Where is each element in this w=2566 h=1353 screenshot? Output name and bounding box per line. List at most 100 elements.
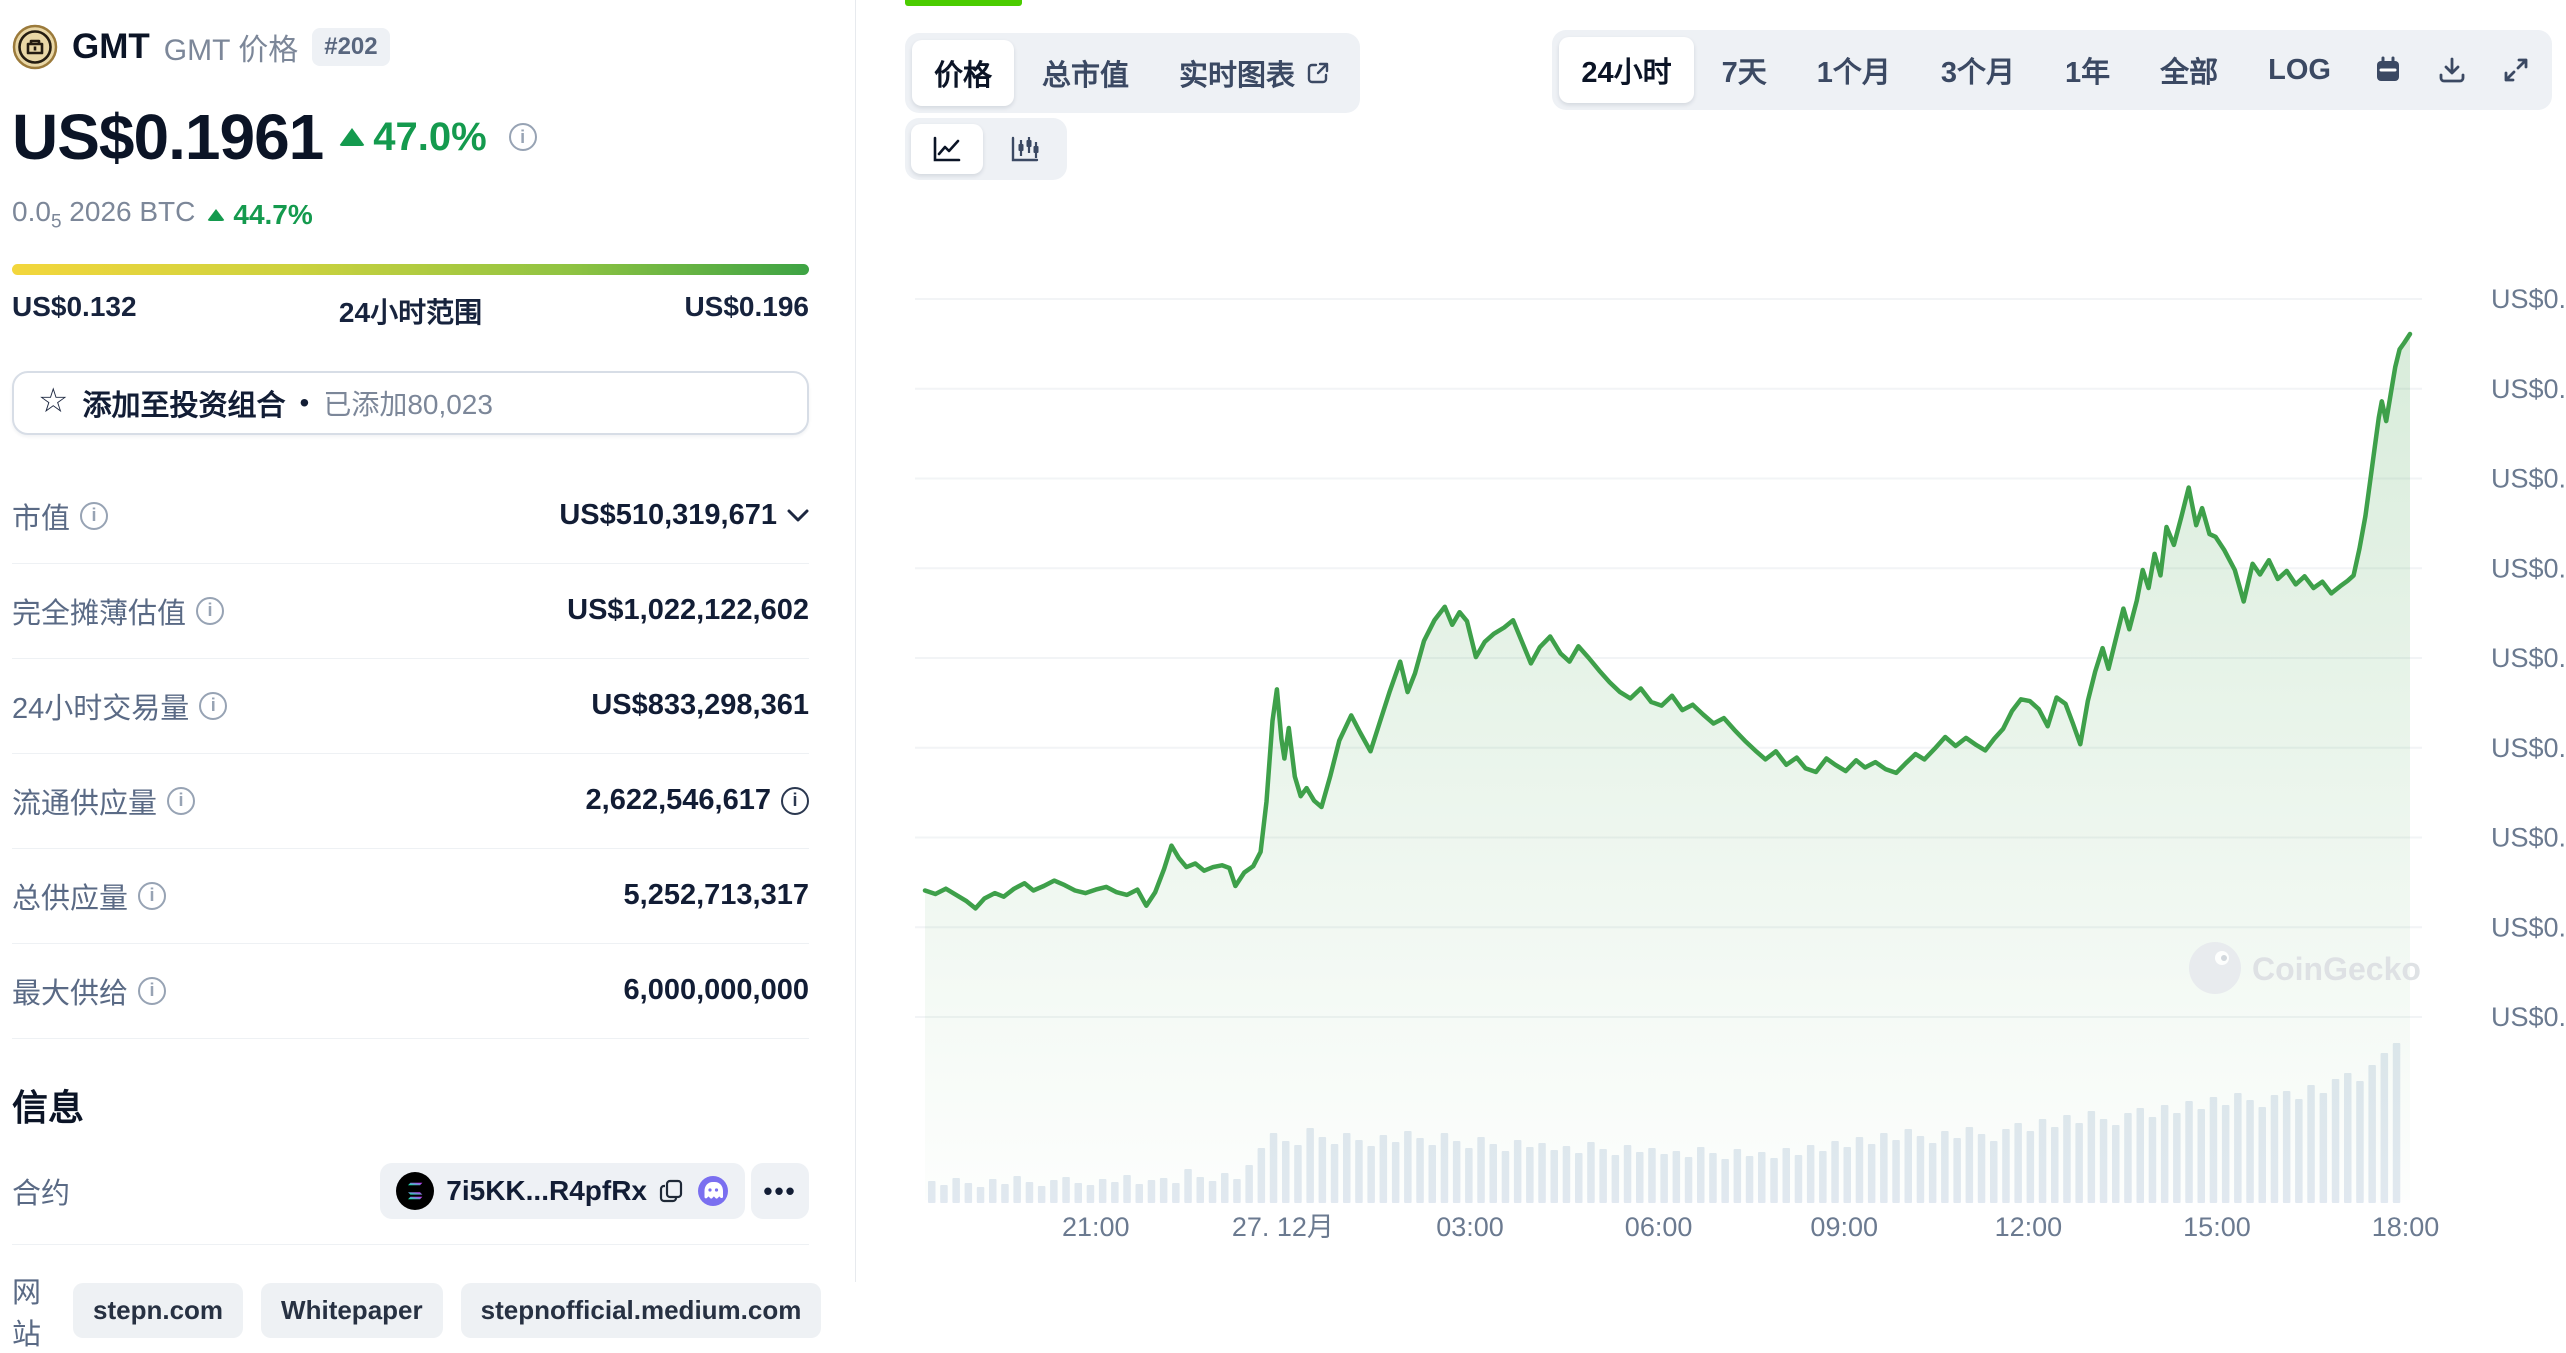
contract-more-button[interactable]: ••• — [751, 1163, 809, 1220]
volume-bar — [1672, 1151, 1681, 1203]
volume-bar — [1575, 1153, 1583, 1203]
coin-subtitle: GMT 价格 — [163, 34, 299, 67]
line-chart-type-button[interactable] — [911, 124, 983, 174]
volume-bar — [2331, 1079, 2340, 1203]
star-icon: ☆ — [38, 381, 69, 420]
x-axis-tick-label: 03:00 — [1436, 1212, 1504, 1242]
contract-label: 合约 — [12, 1178, 71, 1211]
range-7d-button[interactable]: 7天 — [1721, 57, 1767, 89]
volume-bar — [2112, 1125, 2120, 1203]
info-icon[interactable]: i — [781, 786, 809, 815]
volume-bar — [2368, 1065, 2376, 1203]
volume-bar — [1660, 1154, 1668, 1203]
volume-bar — [1513, 1140, 1522, 1203]
stat-label: 最大供给 — [12, 977, 129, 1010]
y-axis-tick-label: US$0.12 — [2491, 1002, 2566, 1032]
volume-bar — [1294, 1145, 1302, 1203]
volume-bar — [1697, 1147, 1705, 1203]
volume-bar — [1538, 1143, 1546, 1203]
website-link-medium[interactable]: stepnofficial.medium.com — [460, 1283, 822, 1339]
volume-bar — [1721, 1159, 1729, 1203]
stat-label: 总供应量 — [12, 882, 129, 915]
calendar-button[interactable] — [2359, 45, 2417, 95]
range-3m-button[interactable]: 3个月 — [1940, 57, 2015, 89]
volume-bar — [1184, 1169, 1192, 1203]
table-row-total-supply: 总供应量 i 5,252,713,317 — [12, 849, 809, 944]
btc-change-24h: 44.7% — [207, 199, 313, 231]
candlestick-chart-icon — [1011, 136, 1039, 162]
price-range-slider[interactable] — [12, 263, 809, 275]
volume-bar — [1782, 1148, 1790, 1203]
volume-bar — [1306, 1128, 1314, 1203]
volume-bar — [1831, 1141, 1839, 1203]
download-button[interactable] — [2423, 45, 2481, 95]
tab-market-cap[interactable]: 总市值 — [1042, 60, 1130, 92]
volume-bar — [2295, 1099, 2303, 1203]
range-high: US$0.196 — [684, 290, 809, 322]
price-change-value: 47.0% — [373, 114, 487, 159]
up-arrow-icon — [207, 208, 226, 221]
price-row: US$0.1961 47.0% i — [12, 100, 809, 174]
stat-value: 6,000,000,000 — [623, 974, 809, 1007]
volume-bar — [1684, 1157, 1693, 1203]
portfolio-added-count: 已添加80,023 — [323, 388, 493, 420]
volume-bar — [1965, 1127, 1974, 1203]
volume-bar — [2221, 1105, 2230, 1203]
volume-bar — [1013, 1176, 1021, 1203]
volume-bar — [1867, 1144, 1876, 1203]
info-icon[interactable]: i — [199, 691, 228, 720]
y-axis-tick-label: US$0.19 — [2491, 374, 2566, 404]
chevron-down-icon[interactable] — [787, 509, 809, 523]
contract-address-pill[interactable]: 7i5KK...R4pfRx — [380, 1163, 745, 1220]
volume-bar — [2209, 1097, 2218, 1203]
volume-bar — [1599, 1149, 1607, 1203]
phantom-wallet-icon[interactable] — [697, 1175, 729, 1207]
fullscreen-button[interactable] — [2487, 45, 2545, 95]
y-axis-tick-label: US$0.15 — [2491, 733, 2566, 763]
range-all-button[interactable]: 全部 — [2160, 57, 2219, 89]
volume-bar — [1074, 1183, 1082, 1203]
volume-bar — [1196, 1177, 1204, 1203]
volume-bar — [2344, 1073, 2352, 1203]
tab-live-chart[interactable]: 实时图表 — [1157, 40, 1353, 106]
tab-price[interactable]: 价格 — [912, 40, 1015, 106]
candlestick-chart-type-button[interactable] — [989, 124, 1061, 174]
stat-value: US$510,319,671 — [559, 499, 777, 532]
range-1y-button[interactable]: 1年 — [2065, 57, 2111, 89]
volume-bar — [1550, 1150, 1558, 1203]
website-row: 网站 stepn.com Whitepaper stepnofficial.me… — [12, 1269, 822, 1353]
volume-bar — [2246, 1100, 2254, 1203]
stat-label: 24小时交易量 — [12, 692, 190, 725]
stat-value: 2,622,546,617 — [585, 784, 771, 817]
stat-value-wrap[interactable]: US$510,319,671 — [559, 499, 809, 532]
stat-value: US$833,298,361 — [591, 689, 809, 722]
coin-stats-table: 市值 i US$510,319,671 完全摊薄估值 i US$1,022,12… — [12, 469, 809, 1039]
add-to-portfolio-button[interactable]: ☆ 添加至投资组合 • 已添加80,023 — [12, 370, 809, 435]
price-info-icon[interactable]: i — [508, 123, 537, 151]
volume-bar — [1587, 1142, 1595, 1203]
info-icon[interactable]: i — [138, 976, 167, 1005]
volume-bar — [1477, 1137, 1485, 1203]
volume-bar — [1709, 1153, 1717, 1203]
volume-bar — [1428, 1145, 1436, 1203]
coin-header: GMT GMT 价格 #202 — [12, 24, 809, 70]
line-chart-icon — [933, 136, 961, 162]
expand-icon — [2504, 58, 2528, 82]
website-link-whitepaper[interactable]: Whitepaper — [261, 1283, 443, 1339]
info-icon[interactable]: i — [80, 501, 109, 530]
range-24h-button[interactable]: 24小时 — [1559, 37, 1694, 103]
volume-bar — [1147, 1180, 1156, 1203]
copy-icon[interactable] — [659, 1178, 685, 1204]
range-1m-button[interactable]: 1个月 — [1816, 57, 1891, 89]
info-icon[interactable]: i — [196, 596, 225, 625]
website-link-stepn[interactable]: stepn.com — [73, 1283, 244, 1339]
active-nav-underline — [905, 0, 1022, 6]
log-scale-button[interactable]: LOG — [2268, 53, 2331, 86]
volume-bar — [2319, 1093, 2328, 1203]
table-row-volume-24h: 24小时交易量 i US$833,298,361 — [12, 659, 809, 754]
volume-bar — [2148, 1117, 2157, 1203]
volume-bar — [1355, 1140, 1363, 1203]
volume-bar — [1941, 1131, 1949, 1203]
info-icon[interactable]: i — [138, 881, 167, 910]
info-icon[interactable]: i — [167, 786, 196, 815]
